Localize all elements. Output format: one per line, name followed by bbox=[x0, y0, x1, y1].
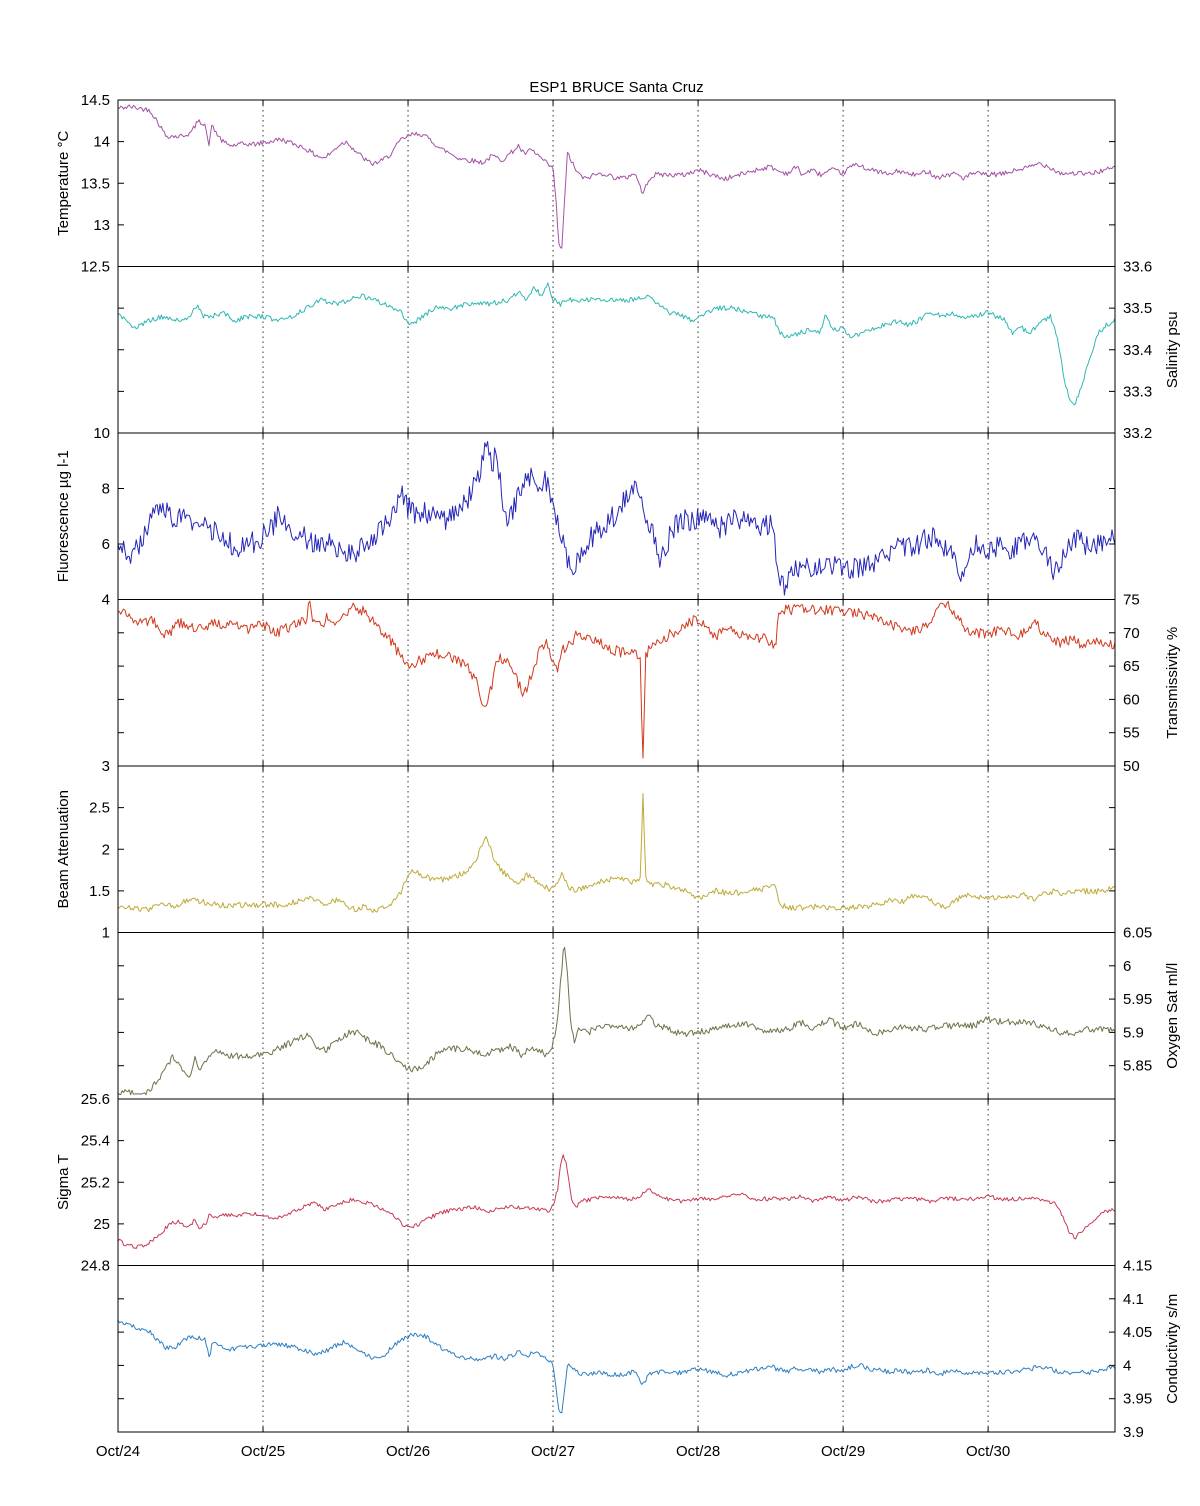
y-tick-label: 6 bbox=[102, 536, 110, 553]
panel-transmissivity: 50 55 60 65 70 75 Transmissivity % bbox=[117, 592, 1181, 775]
x-tick-label: Oct/28 bbox=[676, 1443, 720, 1460]
sigma_t-line bbox=[117, 1154, 1116, 1249]
y-axis-title-conductivity: Conductivity s/m bbox=[1164, 1294, 1181, 1404]
y-tick-label: 14.5 bbox=[81, 92, 110, 109]
y-tick-label: 13.5 bbox=[81, 175, 110, 192]
y-tick-label: 8 bbox=[102, 481, 110, 498]
temperature-line bbox=[117, 104, 1115, 249]
y-tick-label: 3.9 bbox=[1123, 1424, 1144, 1441]
panel-oxygen_sat: 5.85 5.9 5.95 6 6.05 Oxygen Sat ml/l bbox=[117, 925, 1181, 1100]
x-tick-label: Oct/25 bbox=[241, 1443, 285, 1460]
x-tick-label: Oct/27 bbox=[531, 1443, 575, 1460]
y-tick-label: 75 bbox=[1123, 592, 1140, 609]
y-tick-label: 3 bbox=[102, 758, 110, 775]
y-tick-label: 25 bbox=[93, 1216, 110, 1233]
panel-salinity: 33.2 33.3 33.4 33.5 33.6 Salinity psu bbox=[117, 259, 1181, 442]
y-tick-label: 33.4 bbox=[1123, 342, 1152, 359]
y-tick-label: 4.15 bbox=[1123, 1258, 1152, 1275]
y-tick-label: 4 bbox=[1123, 1357, 1131, 1374]
y-tick-label: 70 bbox=[1123, 625, 1140, 642]
y-tick-label: 25.4 bbox=[81, 1133, 110, 1150]
y-tick-label: 5.95 bbox=[1123, 991, 1152, 1008]
conductivity-line bbox=[117, 1319, 1116, 1414]
panel-border bbox=[117, 765, 1116, 933]
y-tick-label: 33.5 bbox=[1123, 300, 1152, 317]
y-tick-label: 6.05 bbox=[1123, 925, 1152, 942]
panel-sigma_t: 24.8 25 25.2 25.4 25.6 Sigma T bbox=[55, 1091, 1116, 1275]
y-tick-label: 3.95 bbox=[1123, 1391, 1152, 1408]
y-tick-label: 12.5 bbox=[81, 259, 110, 276]
panel-border bbox=[117, 99, 1116, 267]
y-axis-title-temperature: Temperature °C bbox=[55, 130, 72, 235]
y-axis-title-beam_attenuation: Beam Attenuation bbox=[55, 790, 72, 908]
panel-border bbox=[117, 432, 1116, 600]
x-tick-label: Oct/29 bbox=[821, 1443, 865, 1460]
y-axis-title-transmissivity: Transmissivity % bbox=[1164, 627, 1181, 739]
y-tick-label: 33.3 bbox=[1123, 383, 1152, 400]
y-tick-label: 2 bbox=[102, 841, 110, 858]
y-axis-title-sigma_t: Sigma T bbox=[55, 1154, 72, 1210]
y-tick-label: 2.5 bbox=[89, 800, 110, 817]
panel-conductivity: 3.9 3.95 4 4.05 4.1 4.15 Conductivity s/m bbox=[117, 1258, 1181, 1441]
beam_attenuation-line bbox=[117, 793, 1115, 913]
chart-title: ESP1 BRUCE Santa Cruz bbox=[529, 79, 704, 96]
y-tick-label: 5.85 bbox=[1123, 1058, 1152, 1075]
y-tick-label: 50 bbox=[1123, 758, 1140, 775]
panel-beam_attenuation: 1 1.5 2 2.5 3 Beam Attenuation bbox=[55, 758, 1116, 942]
y-tick-label: 1 bbox=[102, 925, 110, 942]
x-tick-label: Oct/30 bbox=[966, 1443, 1010, 1460]
y-tick-label: 33.6 bbox=[1123, 259, 1152, 276]
y-tick-label: 65 bbox=[1123, 658, 1140, 675]
y-tick-label: 55 bbox=[1123, 725, 1140, 742]
panel-border bbox=[117, 1265, 1116, 1433]
y-tick-label: 4.1 bbox=[1123, 1291, 1144, 1308]
y-tick-label: 1.5 bbox=[89, 883, 110, 900]
y-axis-title-fluorescence: Fluorescence µg l-1 bbox=[55, 450, 72, 582]
y-tick-label: 24.8 bbox=[81, 1258, 110, 1275]
x-tick-label: Oct/26 bbox=[386, 1443, 430, 1460]
y-tick-label: 4.05 bbox=[1123, 1324, 1152, 1341]
panel-border bbox=[117, 1098, 1116, 1266]
y-tick-label: 33.2 bbox=[1123, 425, 1152, 442]
salinity-line bbox=[117, 282, 1116, 406]
panel-fluorescence: 4 6 8 10 Fluorescence µg l-1 bbox=[55, 425, 1116, 609]
x-tick-label: Oct/24 bbox=[96, 1443, 140, 1460]
y-axis-title-oxygen_sat: Oxygen Sat ml/l bbox=[1164, 963, 1181, 1069]
panel-border bbox=[117, 266, 1116, 434]
y-tick-label: 60 bbox=[1123, 691, 1140, 708]
y-tick-label: 5.9 bbox=[1123, 1024, 1144, 1041]
y-tick-label: 14 bbox=[93, 134, 110, 151]
y-tick-label: 4 bbox=[102, 592, 110, 609]
y-tick-label: 10 bbox=[93, 425, 110, 442]
y-tick-label: 25.2 bbox=[81, 1174, 110, 1191]
fluorescence-line bbox=[117, 441, 1116, 596]
oxygen_sat-line bbox=[117, 946, 1116, 1096]
y-axis-title-salinity: Salinity psu bbox=[1164, 311, 1181, 388]
panel-border bbox=[117, 932, 1116, 1100]
y-tick-label: 6 bbox=[1123, 958, 1131, 975]
panel-temperature: 12.5 13 13.5 14 14.5 Temperature °C bbox=[55, 92, 1116, 276]
y-tick-label: 25.6 bbox=[81, 1091, 110, 1108]
y-tick-label: 13 bbox=[93, 217, 110, 234]
transmissivity-line bbox=[117, 600, 1116, 759]
